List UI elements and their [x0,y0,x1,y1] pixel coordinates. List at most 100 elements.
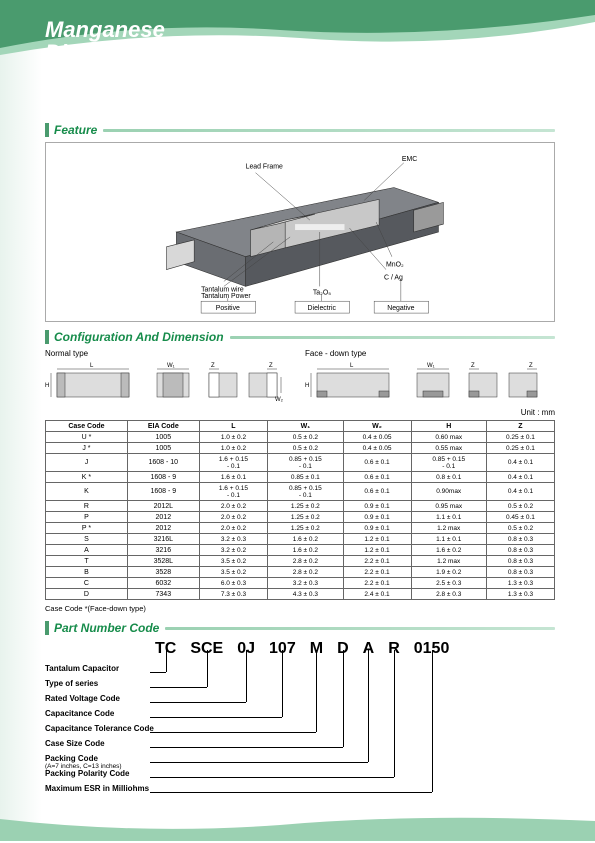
table-row: U *10051.0 ± 0.20.5 ± 0.20.4 ± 0.050.60 … [46,432,555,443]
table-cell: 2.2 ± 0.1 [343,567,411,578]
title-line2: Dioxide Type [45,40,181,65]
table-row: P *20122.0 ± 0.21.25 ± 0.20.9 ± 0.11.2 m… [46,523,555,534]
box-negative: Negative [387,305,414,312]
table-cell: 2.0 ± 0.2 [199,512,267,523]
table-row: D73437.3 ± 0.34.3 ± 0.32.4 ± 0.12.8 ± 0.… [46,589,555,600]
table-cell: 1608 - 9 [127,472,199,483]
label-tantalum-powder: Tantalum Power [201,293,251,300]
table-cell: 0.60 max [411,432,486,443]
table-cell: 0.25 ± 0.1 [486,432,554,443]
table-cell: 0.85 + 0.15- 0.1 [268,483,343,501]
table-cell: 1.2 max [411,556,486,567]
config-header: Configuration And Dimension [45,330,555,344]
svg-text:H: H [45,383,49,389]
table-row: K *1608 - 91.6 ± 0.10.85 ± 0.10.6 ± 0.10… [46,472,555,483]
table-cell: K * [46,472,128,483]
svg-text:Z: Z [471,363,475,369]
table-cell: 2.2 ± 0.1 [343,578,411,589]
table-cell: 7.3 ± 0.3 [199,589,267,600]
table-cell: 1.2 max [411,523,486,534]
table-cell: 0.4 ± 0.1 [486,472,554,483]
table-header: H [411,421,486,432]
table-row: K1608 - 91.6 + 0.15- 0.10.85 + 0.15- 0.1… [46,483,555,501]
table-cell: 3.2 ± 0.2 [199,545,267,556]
table-cell: 1005 [127,443,199,454]
table-cell: T [46,556,128,567]
label-lead-frame: Lead Frame [246,164,283,171]
table-cell: 0.55 max [411,443,486,454]
box-positive: Positive [216,305,240,312]
table-cell: K [46,483,128,501]
table-header: L [199,421,267,432]
face-down-label: Face - down type [305,349,555,358]
table-cell: 0.8 ± 0.3 [486,567,554,578]
table-cell: 4.3 ± 0.3 [268,589,343,600]
table-cell: 0.8 ± 0.3 [486,545,554,556]
bottom-wave [0,811,595,841]
table-row: J *10051.0 ± 0.20.5 ± 0.20.4 ± 0.050.55 … [46,443,555,454]
table-row: R2012L2.0 ± 0.21.25 ± 0.20.9 ± 0.10.95 m… [46,501,555,512]
table-row: C60326.0 ± 0.33.2 ± 0.32.2 ± 0.12.5 ± 0.… [46,578,555,589]
table-cell: 1.3 ± 0.3 [486,578,554,589]
normal-type-label: Normal type [45,349,295,358]
table-cell: 3528 [127,567,199,578]
svg-text:L: L [350,363,354,369]
table-cell: 3216L [127,534,199,545]
label-emc: EMC [402,156,417,163]
table-cell: 0.5 ± 0.2 [486,501,554,512]
table-cell: 1005 [127,432,199,443]
box-dielectric: Dielectric [308,305,337,312]
table-cell: 1.6 + 0.15- 0.1 [199,454,267,472]
section-bar [45,123,49,137]
part-item: Maximum ESR in Milliohms [45,784,149,793]
table-cell: 0.8 ± 0.1 [411,472,486,483]
table-cell: B [46,567,128,578]
table-cell: 3.2 ± 0.3 [199,534,267,545]
table-cell: 2.0 ± 0.2 [199,501,267,512]
table-cell: 7343 [127,589,199,600]
table-cell: 2.8 ± 0.2 [268,556,343,567]
table-cell: 0.90max [411,483,486,501]
table-cell: 2012 [127,523,199,534]
table-cell: J [46,454,128,472]
table-cell: 0.8 ± 0.3 [486,534,554,545]
table-cell: 1.6 ± 0.2 [268,534,343,545]
svg-text:W₁: W₁ [427,363,435,369]
table-cell: 3.5 ± 0.2 [199,556,267,567]
table-note: Case Code *(Face-down type) [45,604,555,613]
table-cell: 0.25 ± 0.1 [486,443,554,454]
table-cell: 2012L [127,501,199,512]
table-cell: 0.45 ± 0.1 [486,512,554,523]
partcode-header: Part Number Code [45,621,555,635]
table-cell: 3.5 ± 0.2 [199,567,267,578]
part-item: Tantalum Capacitor [45,664,119,673]
page-title: Manganese Dioxide Type [45,18,181,64]
table-cell: 0.4 ± 0.1 [486,454,554,472]
section-line [165,627,555,630]
table-cell: 0.9 ± 0.1 [343,512,411,523]
table-cell: 2.8 ± 0.3 [411,589,486,600]
left-gradient [0,0,42,841]
label-mno2: MnO₂ [386,262,404,269]
table-cell: 1.0 ± 0.2 [199,432,267,443]
table-cell: S [46,534,128,545]
table-row: T3528L3.5 ± 0.22.8 ± 0.22.2 ± 0.11.2 max… [46,556,555,567]
svg-text:L: L [90,363,94,369]
table-cell: 0.5 ± 0.2 [268,432,343,443]
part-item: Packing Code(A=7 inches, C=13 inches) [45,754,122,770]
label-ta2o5: Ta₂O₅ [313,289,331,296]
table-cell: 3.2 ± 0.3 [268,578,343,589]
part-item: Capacitance Code [45,709,114,718]
table-cell: 0.6 ± 0.1 [343,483,411,501]
table-row: S3216L3.2 ± 0.31.6 ± 0.21.2 ± 0.11.1 ± 0… [46,534,555,545]
table-cell: 1.25 ± 0.2 [268,512,343,523]
table-cell: 0.5 ± 0.2 [268,443,343,454]
content: Feature [45,115,555,814]
table-cell: 1.6 ± 0.2 [411,545,486,556]
table-cell: 2.4 ± 0.1 [343,589,411,600]
table-cell: 1.6 + 0.15- 0.1 [199,483,267,501]
part-item: Packing Polarity Code [45,769,129,778]
table-cell: 1.25 ± 0.2 [268,501,343,512]
table-cell: R [46,501,128,512]
unit-label: Unit : mm [45,408,555,417]
